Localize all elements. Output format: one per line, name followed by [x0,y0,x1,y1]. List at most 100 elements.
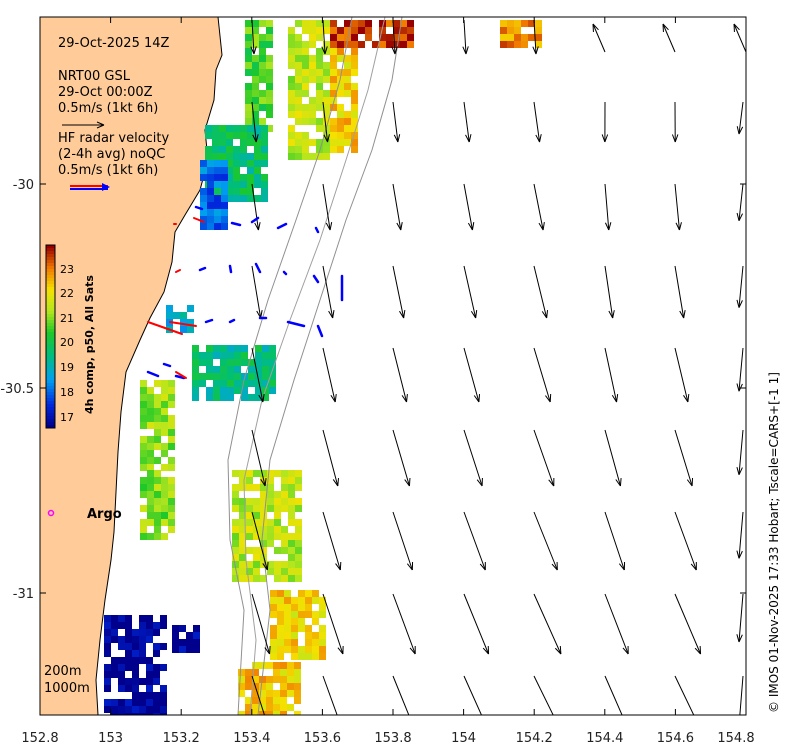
sst-pixel [239,568,246,575]
sst-pixel [220,394,227,401]
sst-pixel [161,505,168,512]
sst-pixel [172,639,179,646]
sst-pixel [206,366,213,373]
sst-pixel [280,690,287,697]
sst-pixel [168,519,175,526]
sst-pixel [200,195,207,202]
sst-pixel [267,484,274,491]
sst-pixel [221,188,228,195]
sst-pixel [214,160,221,167]
sst-pixel [247,174,254,181]
sst-pixel [234,366,241,373]
sst-pixel [266,76,273,83]
sst-pixel [140,387,147,394]
sst-pixel [295,76,302,83]
sst-pixel [309,111,316,118]
sst-pixel [273,676,280,683]
sst-pixel [267,498,274,505]
sst-pixel [295,146,302,153]
sst-pixel [221,216,228,223]
sst-pixel [168,429,175,436]
sst-pixel [253,505,260,512]
sst-pixel [309,41,316,48]
colorbar-cell [46,422,55,425]
colorbar-cell [46,311,55,314]
sst-pixel [214,223,221,230]
sst-pixel [213,387,220,394]
colorbar-cell [46,266,55,269]
sst-pixel [240,181,247,188]
sst-pixel [535,34,542,41]
sst-pixel [295,34,302,41]
sst-pixel [146,664,153,671]
sst-pixel [266,34,273,41]
sst-pixel [146,692,153,699]
y-axis: -30 -30.5 -31 [0,178,34,602]
sst-pixel [132,699,139,706]
sst-pixel [172,632,179,639]
sst-pixel [220,380,227,387]
sst-pixel [246,477,253,484]
sst-pixel [261,132,268,139]
sst-pixel [161,519,168,526]
sst-pixel [255,394,262,401]
sst-pixel [351,146,358,153]
sst-pixel [277,653,284,660]
sst-pixel [309,62,316,69]
sst-pixel [199,359,206,366]
sst-pixel [139,636,146,643]
sst-pixel [139,678,146,685]
sst-pixel [147,387,154,394]
sst-pixel [160,622,167,629]
sst-pixel [281,540,288,547]
sst-pixel [140,394,147,401]
sst-pixel [154,505,161,512]
sst-pixel [140,436,147,443]
sst-pixel [247,125,254,132]
colorbar-cell [46,350,55,353]
sst-pixel [212,132,219,139]
sst-pixel [270,653,277,660]
sst-pixel [274,533,281,540]
colorbar-cell [46,308,55,311]
sst-pixel [295,498,302,505]
sst-pixel [234,359,241,366]
sst-pixel [330,20,337,27]
argo-label: Argo [87,507,122,522]
sst-pixel [330,139,337,146]
sst-pixel [212,153,219,160]
sst-pixel [255,345,262,352]
sst-pixel [118,657,125,664]
sst-pixel [221,209,228,216]
sst-pixel [295,568,302,575]
sst-pixel [274,526,281,533]
sst-pixel [287,662,294,669]
sst-pixel [337,104,344,111]
sst-pixel [233,167,240,174]
sst-pixel [305,632,312,639]
radar-vector [230,266,231,272]
sst-pixel [337,55,344,62]
sst-pixel [111,699,118,706]
sst-pixel [200,223,207,230]
sst-pixel [281,561,288,568]
sst-pixel [294,676,301,683]
sst-pixel [220,387,227,394]
sst-pixel [246,505,253,512]
sst-pixel [245,34,252,41]
sst-pixel [245,69,252,76]
sst-pixel [273,697,280,704]
sst-pixel [161,422,168,429]
sst-pixel [139,650,146,657]
colorbar-cell [46,317,55,320]
sst-pixel [330,118,337,125]
sst-pixel [277,646,284,653]
sst-pixel [248,366,255,373]
sst-pixel [160,685,167,692]
sst-pixel [193,632,200,639]
sst-pixel [270,611,277,618]
sst-pixel [241,394,248,401]
sst-pixel [240,195,247,202]
sst-pixel [259,62,266,69]
